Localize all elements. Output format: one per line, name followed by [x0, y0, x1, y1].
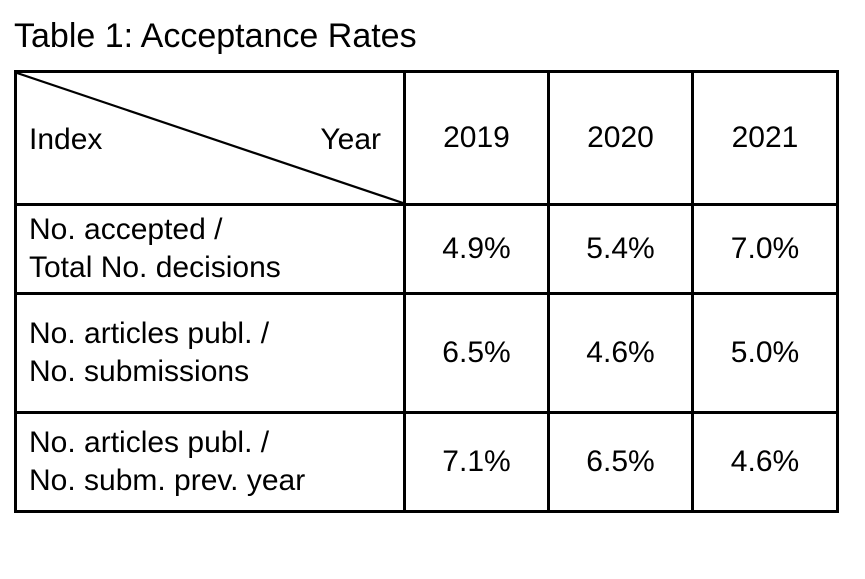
table-cell: 4.6% — [547, 292, 694, 414]
diagonal-header-cell: Index Year — [14, 70, 406, 206]
row-label: No. articles publ. / No. submissions — [14, 292, 406, 414]
row-label-line: No. subm. prev. year — [29, 464, 306, 497]
row-label-line: No. submissions — [29, 355, 250, 388]
year-header-label: Year — [320, 123, 381, 156]
row-label-line: No. articles publ. / — [29, 317, 270, 350]
table-cell: 5.0% — [691, 292, 839, 414]
table-row: No. accepted / Total No. decisions 4.9% … — [14, 203, 839, 295]
table-cell: 5.4% — [547, 203, 694, 295]
table-cell: 6.5% — [547, 411, 694, 513]
table-cell: 6.5% — [403, 292, 550, 414]
year-header-2021: 2021 — [691, 70, 839, 206]
table-row: No. articles publ. / No. subm. prev. yea… — [14, 411, 839, 513]
acceptance-rates-table: Index Year 2019 2020 2021 No. accepted /… — [14, 70, 839, 513]
row-label-line: Total No. decisions — [29, 251, 281, 284]
row-label: No. articles publ. / No. subm. prev. yea… — [14, 411, 406, 513]
index-header-label: Index — [29, 123, 103, 156]
diagonal-divider-line — [17, 73, 403, 203]
table-cell: 7.0% — [691, 203, 839, 295]
table-cell: 4.6% — [691, 411, 839, 513]
table-cell: 7.1% — [403, 411, 550, 513]
row-label: No. accepted / Total No. decisions — [14, 203, 406, 295]
table-row: No. articles publ. / No. submissions 6.5… — [14, 292, 839, 414]
table-header-row: Index Year 2019 2020 2021 — [14, 70, 839, 206]
year-header-2019: 2019 — [403, 70, 550, 206]
row-label-line: No. accepted / — [29, 213, 223, 246]
row-label-line: No. articles publ. / — [29, 426, 270, 459]
table-cell: 4.9% — [403, 203, 550, 295]
table-caption: Table 1: Acceptance Rates — [14, 17, 417, 55]
year-header-2020: 2020 — [547, 70, 694, 206]
